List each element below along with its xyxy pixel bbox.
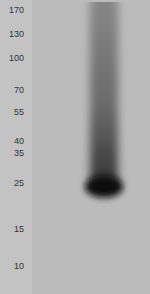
marker-label: 100 <box>9 53 24 63</box>
marker-label: 55 <box>14 107 24 117</box>
marker-label: 25 <box>14 178 24 188</box>
marker-label: 35 <box>14 148 24 158</box>
lane <box>85 2 123 198</box>
marker-label: 70 <box>14 85 24 95</box>
membrane <box>0 0 150 294</box>
blot-figure: 170 130 100 70 55 40 35 25 15 10 <box>0 0 150 294</box>
marker-label: 170 <box>9 5 24 15</box>
lane-smear <box>90 2 118 187</box>
marker-label: 15 <box>14 224 24 234</box>
marker-label: 40 <box>14 136 24 146</box>
band <box>85 176 123 198</box>
marker-label: 130 <box>9 29 24 39</box>
marker-label: 10 <box>14 261 24 271</box>
